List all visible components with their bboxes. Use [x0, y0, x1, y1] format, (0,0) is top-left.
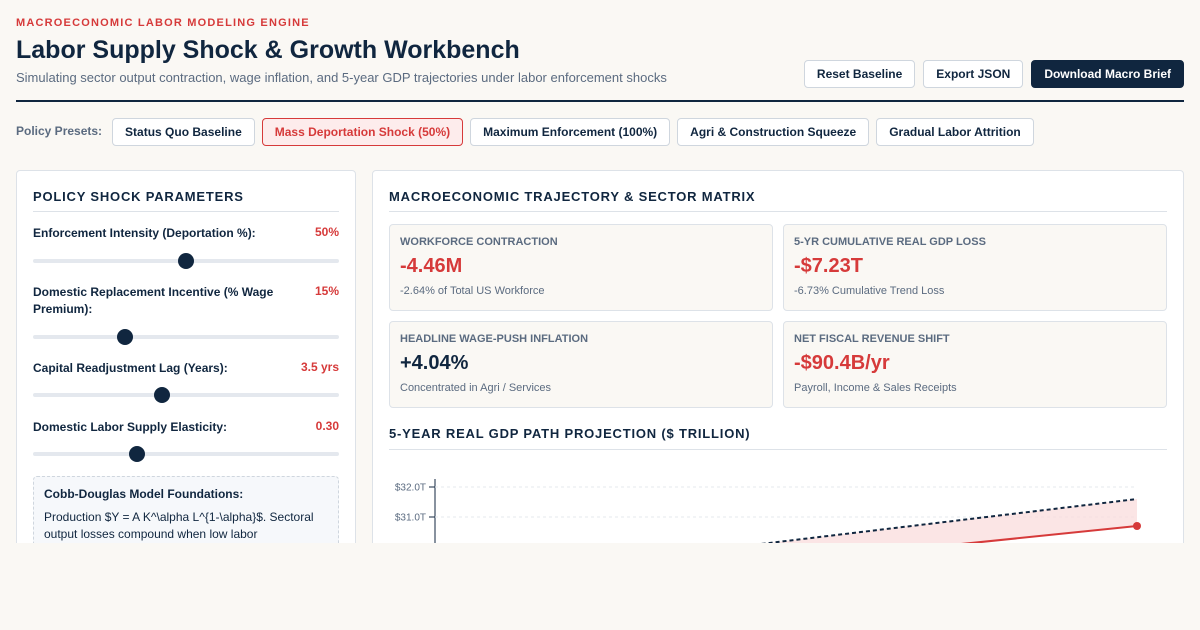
reset-baseline-button[interactable]: Reset Baseline — [803, 60, 916, 88]
replacement-incentive-slider[interactable] — [33, 329, 339, 345]
kpi-label: HEADLINE WAGE-PUSH INFLATION — [400, 333, 589, 345]
chart-title: 5-YEAR REAL GDP PATH PROJECTION ($ TRILL… — [389, 426, 751, 441]
preset-max-enforcement[interactable]: Maximum Enforcement (100%) — [470, 118, 671, 146]
param-label: Domestic Labor Supply Elasticity: — [33, 420, 228, 434]
kpi-fiscal-shift: NET FISCAL REVENUE SHIFT -$90.4B/yr Payr… — [783, 321, 1167, 408]
y-tick-label: $31.0T — [395, 513, 426, 524]
param-value: 3.5 yrs — [300, 360, 339, 374]
kpi-subtext: -2.64% of Total US Workforce — [400, 285, 545, 297]
header-divider — [16, 100, 1184, 102]
trajectory-panel: MACROECONOMIC TRAJECTORY & SECTOR MATRIX… — [372, 170, 1184, 570]
kpi-subtext: Payroll, Income & Sales Receipts — [794, 382, 957, 394]
shock-gdp-point — [1133, 522, 1141, 530]
parameters-divider — [33, 211, 339, 212]
baseline-gdp-line — [543, 498, 1138, 569]
param-capital-lag: Capital Readjustment Lag (Years): 3.5 yr… — [33, 360, 339, 403]
kpi-label: NET FISCAL REVENUE SHIFT — [794, 333, 950, 345]
page-bottom-blank — [0, 543, 1200, 630]
slider-thumb[interactable] — [116, 329, 133, 345]
preset-status-quo[interactable]: Status Quo Baseline — [112, 118, 255, 146]
kpi-workforce-contraction: WORKFORCE CONTRACTION -4.46M -2.64% of T… — [389, 224, 773, 311]
kpi-label: 5-YR CUMULATIVE REAL GDP LOSS — [794, 236, 986, 248]
slider-thumb[interactable] — [178, 253, 194, 269]
note-title: Cobb-Douglas Model Foundations: — [44, 487, 244, 501]
param-value: 0.30 — [315, 419, 339, 433]
kpi-label: WORKFORCE CONTRACTION — [400, 236, 558, 248]
param-label: Enforcement Intensity (Deportation %): — [33, 226, 256, 240]
presets-label: Policy Presets: — [16, 124, 103, 138]
policy-presets: Policy Presets: Status Quo Baseline Mass… — [16, 118, 1034, 146]
param-value: 50% — [314, 225, 339, 239]
kpi-value: -$90.4B/yr — [794, 352, 890, 374]
kpi-gdp-loss: 5-YR CUMULATIVE REAL GDP LOSS -$7.23T -6… — [783, 224, 1167, 311]
slider-thumb[interactable] — [129, 446, 146, 462]
kpi-value: -$7.23T — [794, 255, 863, 277]
kpi-value: -4.46M — [400, 255, 463, 277]
kpi-value: +4.04% — [400, 352, 469, 374]
labor-elasticity-slider[interactable] — [33, 446, 339, 462]
trajectory-divider — [389, 211, 1167, 212]
chart-divider — [389, 449, 1167, 450]
y-tick-label: $32.0T — [395, 483, 426, 494]
download-brief-button[interactable]: Download Macro Brief — [1031, 60, 1184, 88]
preset-agri-construction[interactable]: Agri & Construction Squeeze — [677, 118, 870, 146]
kpi-subtext: Concentrated in Agri / Services — [400, 382, 552, 394]
page-title: Labor Supply Shock & Growth Workbench — [16, 36, 520, 64]
capital-lag-slider[interactable] — [33, 387, 339, 403]
kpi-wage-inflation: HEADLINE WAGE-PUSH INFLATION +4.04% Conc… — [389, 321, 773, 408]
kpi-subtext: -6.73% Cumulative Trend Loss — [794, 285, 945, 297]
export-json-button[interactable]: Export JSON — [923, 60, 1024, 88]
param-labor-elasticity: Domestic Labor Supply Elasticity: 0.30 — [33, 419, 339, 462]
trajectory-title: MACROECONOMIC TRAJECTORY & SECTOR MATRIX — [389, 189, 756, 204]
enforcement-slider[interactable] — [33, 253, 339, 269]
note-body: Production $Y = A K^\alpha L^{1-\alpha}$… — [44, 510, 314, 541]
page-subtitle: Simulating sector output contraction, wa… — [16, 70, 667, 85]
param-replacement-incentive: Domestic Replacement Incentive (% Wage P… — [33, 284, 339, 345]
slider-thumb[interactable] — [153, 387, 170, 403]
param-label: Capital Readjustment Lag (Years): — [33, 361, 228, 375]
preset-gradual-attrition[interactable]: Gradual Labor Attrition — [876, 118, 1034, 146]
eyebrow-label: MACROECONOMIC LABOR MODELING ENGINE — [16, 17, 310, 29]
param-label: Domestic Replacement Incentive (% Wage P… — [33, 285, 274, 316]
preset-mass-deportation[interactable]: Mass Deportation Shock (50%) — [261, 118, 464, 146]
param-value: 15% — [314, 284, 339, 298]
parameters-title: POLICY SHOCK PARAMETERS — [33, 189, 244, 204]
param-enforcement: Enforcement Intensity (Deportation %): 5… — [33, 225, 339, 269]
header-actions: Reset Baseline Export JSON Download Macr… — [803, 60, 1184, 88]
policy-parameters-panel: POLICY SHOCK PARAMETERS Enforcement Inte… — [16, 170, 356, 570]
